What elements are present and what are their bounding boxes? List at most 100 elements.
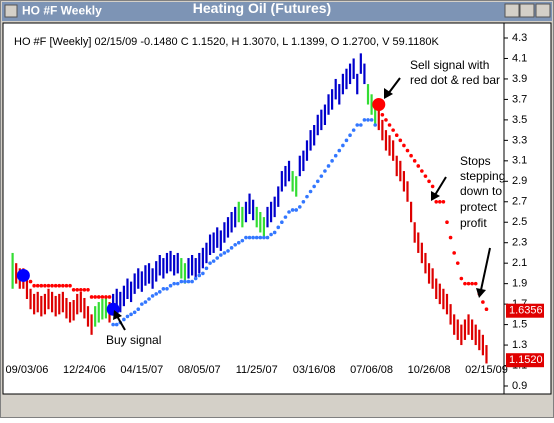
stop-dot (157, 290, 162, 294)
stop-dot (143, 300, 148, 304)
stop-dot (247, 235, 252, 240)
stop-dot (298, 205, 302, 209)
annotation: red dot & red bar (410, 73, 500, 87)
stop-dot (35, 283, 40, 288)
annotation: protect (460, 200, 497, 214)
annotation: profit (460, 216, 487, 230)
x-tick-label: 03/16/08 (293, 364, 336, 376)
arrow (434, 176, 447, 196)
annotation: down to (460, 184, 502, 198)
stop-dot (236, 240, 241, 245)
stop-dot (348, 133, 352, 138)
stop-dot (402, 143, 406, 148)
stop-dot (32, 283, 36, 288)
stop-dot (114, 322, 119, 327)
annotations: Sell signal with red dot & red bar Buy s… (106, 58, 505, 347)
price-label: 1.6356 (509, 305, 543, 317)
close-button[interactable] (535, 3, 551, 18)
annotation: Stops (460, 154, 491, 168)
stop-dot (398, 138, 403, 143)
stop-dot (75, 287, 80, 292)
arrow (116, 315, 126, 331)
stop-dot (86, 287, 90, 292)
y-tick-label: 3.7 (512, 93, 527, 105)
stop-dot (229, 246, 234, 250)
stop-dot (100, 295, 105, 299)
stop-dot (111, 322, 115, 327)
minimize-button[interactable] (504, 3, 520, 18)
signal-dot (16, 268, 30, 282)
stop-dot (470, 281, 474, 286)
stop-dot (384, 118, 388, 122)
stop-dot (445, 220, 449, 225)
quote-header: HO #F [Weekly] 02/15/09 -0.1480 C 1.1520… (14, 36, 439, 48)
stop-dot (197, 273, 202, 278)
stop-dot (172, 281, 176, 286)
annotation: Sell signal with (410, 58, 489, 72)
stop-dot (434, 199, 439, 204)
stop-dot (287, 210, 291, 214)
stop-dot (129, 312, 133, 317)
stop-dot (147, 297, 151, 301)
stop-dot (39, 283, 44, 288)
stop-dot (294, 208, 299, 212)
stop-dot (251, 235, 255, 240)
y-tick-label: 2.5 (512, 216, 527, 228)
signal-dot (372, 98, 386, 112)
stop-dot (272, 230, 277, 235)
stop-dot (290, 208, 295, 212)
arrow-head (384, 88, 393, 99)
stop-dot (463, 281, 467, 286)
stop-dot (359, 123, 363, 127)
stop-dot (380, 112, 385, 117)
stop-dot (312, 184, 316, 189)
stop-dot (473, 281, 478, 286)
y-tick-label: 3.5 (512, 114, 527, 126)
stop-dot (154, 292, 158, 296)
price-label: 1.1520 (509, 354, 543, 366)
stop-dot (46, 283, 51, 288)
stop-dot (330, 159, 334, 163)
stop-dot (186, 279, 191, 284)
y-tick-label: 2.1 (512, 257, 527, 269)
maximize-button[interactable] (519, 3, 535, 18)
stop-dot (215, 256, 220, 260)
window-title: Heating Oil (Futures) (193, 0, 331, 16)
stop-dot (466, 281, 471, 286)
price-box (506, 353, 544, 368)
stop-dot (262, 235, 266, 240)
stop-dot (201, 271, 205, 276)
x-tick-label: 07/06/08 (350, 364, 393, 376)
stop-dot (276, 225, 281, 230)
stop-dot (104, 295, 108, 299)
stop-dot (183, 279, 187, 284)
stop-dot (190, 279, 194, 284)
stop-dot (373, 123, 377, 127)
stop-dot (122, 317, 126, 322)
stop-dot (341, 143, 345, 148)
stop-dot (441, 199, 446, 204)
stop-dot (308, 189, 313, 194)
y-tick-label: 0.9 (512, 380, 527, 392)
y-tick-label: 4.1 (512, 52, 527, 64)
stop-dot (240, 238, 245, 243)
stop-dot (326, 164, 331, 168)
stop-dot (315, 179, 320, 184)
stop-dot (301, 199, 306, 204)
stop-dot (175, 281, 180, 286)
stop-dot (351, 128, 356, 132)
stop-dot (344, 138, 349, 143)
stop-dot (337, 148, 342, 153)
stop-dot (305, 194, 309, 199)
y-tick-label: 1.5 (512, 318, 527, 330)
y-tick-label: 1.3 (512, 339, 527, 351)
stop-dot (420, 169, 424, 173)
stop-dot (125, 314, 130, 319)
window-icon[interactable] (4, 4, 18, 18)
stop-dot (387, 123, 392, 127)
stop-dot (455, 261, 460, 265)
stop-dot (168, 283, 173, 288)
stop-dot (233, 242, 237, 247)
stop-dot (438, 199, 442, 204)
